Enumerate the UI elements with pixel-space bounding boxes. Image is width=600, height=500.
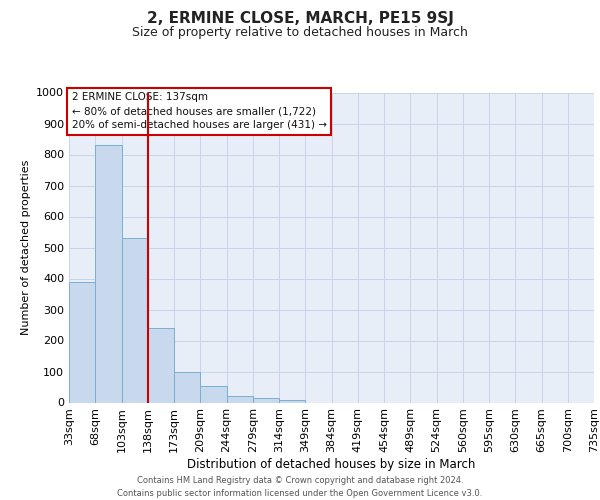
Bar [69, 282, 95, 403]
Text: 2 ERMINE CLOSE: 137sqm
← 80% of detached houses are smaller (1,722)
20% of semi-: 2 ERMINE CLOSE: 137sqm ← 80% of detached… [71, 92, 326, 130]
Y-axis label: Number of detached properties: Number of detached properties [20, 160, 31, 335]
Bar [95, 145, 121, 403]
Bar [227, 396, 253, 402]
Bar [279, 400, 305, 402]
Bar [121, 238, 148, 402]
Text: Size of property relative to detached houses in March: Size of property relative to detached ho… [132, 26, 468, 39]
X-axis label: Distribution of detached houses by size in March: Distribution of detached houses by size … [187, 458, 476, 471]
Text: 2, ERMINE CLOSE, MARCH, PE15 9SJ: 2, ERMINE CLOSE, MARCH, PE15 9SJ [146, 11, 454, 26]
Bar [148, 328, 174, 402]
Bar [253, 398, 279, 402]
Bar [174, 372, 200, 402]
Bar [200, 386, 227, 402]
Text: Contains HM Land Registry data © Crown copyright and database right 2024.
Contai: Contains HM Land Registry data © Crown c… [118, 476, 482, 498]
